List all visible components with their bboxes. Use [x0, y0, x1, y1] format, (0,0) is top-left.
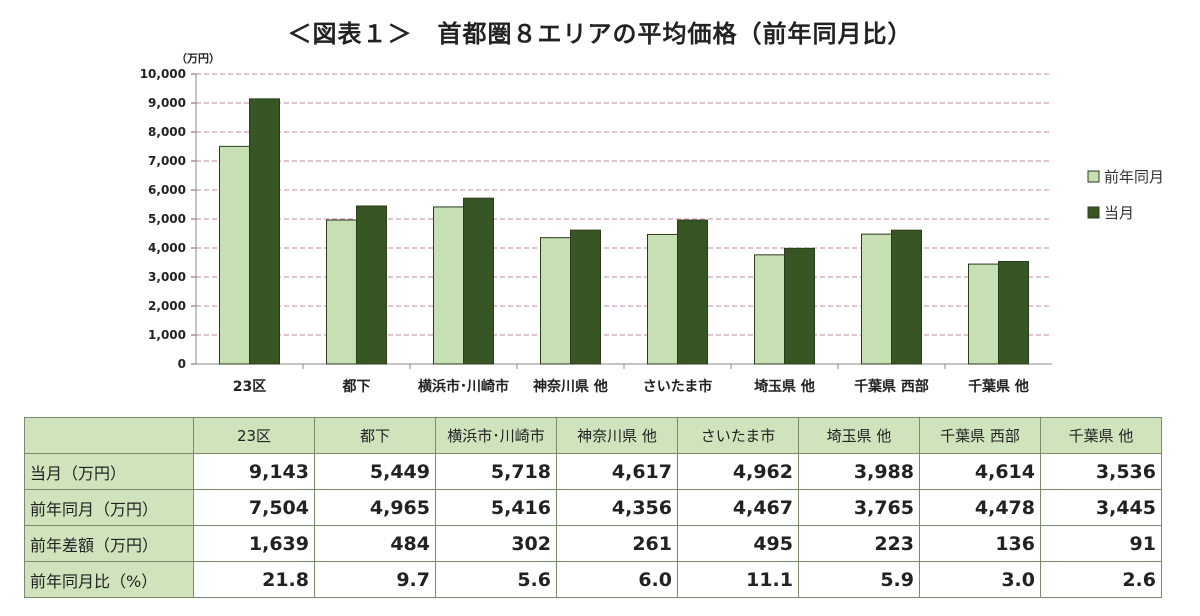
- table-body: 当月（万円） 9,143 5,449 5,718 4,617 4,962 3,988 4,61…: [24, 453, 1162, 598]
- x-tick-label: 23区: [233, 379, 266, 395]
- chart-title: ＜図表１＞ 首都圏８エリアの平均価格（前年同月比）: [287, 20, 913, 48]
- table-cell: 3,765: [798, 489, 920, 526]
- y-tick-label: 10,000: [140, 67, 186, 81]
- table-cell: 21.8: [193, 561, 315, 598]
- table-row: 前年同月比（%） 21.8 9.7 5.6 6.0 11.1 5.9 3.0 2.6: [24, 561, 1162, 598]
- legend-swatch: [1087, 170, 1100, 183]
- bar: [433, 206, 464, 365]
- table-corner-cell: [24, 417, 194, 454]
- y-unit-label: （万円）: [176, 52, 220, 65]
- table-row: 当月（万円） 9,143 5,449 5,718 4,617 4,962 3,988 4,61…: [24, 453, 1162, 490]
- x-tick-label: さいたま市: [643, 378, 713, 395]
- table-cell: 223: [798, 525, 920, 562]
- table-cell: 5,416: [435, 489, 557, 526]
- table-row-label: 前年同月比（%）: [24, 561, 194, 598]
- table-cell: 5,449: [314, 453, 436, 490]
- table-header-row: 23区 都下 横浜市･川崎市 神奈川県 他さいたま市 埼玉県 他千葉県 西部 千葉県 他: [24, 417, 1162, 454]
- table-cell: 136: [919, 525, 1041, 562]
- y-tick-label: 2,000: [148, 299, 186, 313]
- x-tick-label: 埼玉県 他: [754, 378, 815, 395]
- bar: [968, 263, 999, 365]
- table-header-cell: 神奈川県 他: [556, 417, 678, 454]
- y-tick-label: 8,000: [148, 125, 186, 139]
- table-header-cell: 千葉県 他: [1040, 417, 1162, 454]
- bar: [677, 219, 708, 365]
- table-header-cell: 都下: [314, 417, 436, 454]
- table-header-cell: 埼玉県 他: [798, 417, 920, 454]
- table-cell: 5.9: [798, 561, 920, 598]
- table-cell: 4,617: [556, 453, 678, 490]
- legend-swatch: [1087, 206, 1100, 219]
- data-table: 23区 都下 横浜市･川崎市 神奈川県 他さいたま市 埼玉県 他千葉県 西部 千葉県 他 …: [24, 417, 1162, 598]
- y-tick-label: 1,000: [148, 328, 186, 342]
- table-cell: 4,467: [677, 489, 799, 526]
- bar: [754, 254, 785, 365]
- table-cell: 5,718: [435, 453, 557, 490]
- table-cell: 495: [677, 525, 799, 562]
- table-cell: 11.1: [677, 561, 799, 598]
- x-tick-label: 千葉県 他: [968, 378, 1029, 395]
- table-cell: 261: [556, 525, 678, 562]
- bar: [540, 237, 571, 365]
- bar: [463, 197, 494, 365]
- table-header-cell: さいたま市: [677, 417, 799, 454]
- x-tick-label: 横浜市･川崎市: [418, 378, 509, 395]
- table-cell: 3,445: [1040, 489, 1162, 526]
- table-cell: 2.6: [1040, 561, 1162, 598]
- y-tick-label: 4,000: [148, 241, 186, 255]
- table-cell: 3.0: [919, 561, 1041, 598]
- x-tick-label: 都下: [342, 379, 371, 395]
- table-cell: 9.7: [314, 561, 436, 598]
- table-cell: 7,504: [193, 489, 315, 526]
- bar: [784, 247, 815, 365]
- x-tick-label: 千葉県 西部: [854, 378, 929, 395]
- table-cell: 4,478: [919, 489, 1041, 526]
- y-tick-label: 9,000: [148, 96, 186, 110]
- legend-label: 当月: [1104, 204, 1134, 222]
- table-cell: 4,965: [314, 489, 436, 526]
- y-tick-label: 3,000: [148, 270, 186, 284]
- table-cell: 5.6: [435, 561, 557, 598]
- bar: [861, 233, 892, 365]
- bar-chart: （万円） 0 1,000 2,000 3,000 4,000 5,000 6,000 7,000…: [140, 52, 1164, 395]
- table-cell: 302: [435, 525, 557, 562]
- bar: [326, 219, 357, 365]
- table-cell: 4,962: [677, 453, 799, 490]
- table-cell: 91: [1040, 525, 1162, 562]
- y-tick-label: 6,000: [148, 183, 186, 197]
- table-header-cell: 23区: [193, 417, 315, 454]
- table-cell: 3,536: [1040, 453, 1162, 490]
- x-tick-label: 神奈川県 他: [533, 378, 608, 395]
- table-row: 前年同月（万円） 7,504 4,965 5,416 4,356 4,467 3,765 4,…: [24, 489, 1162, 526]
- bar: [647, 233, 678, 365]
- table-cell: 4,356: [556, 489, 678, 526]
- bar: [570, 229, 601, 365]
- bar: [249, 98, 280, 365]
- table-cell: 484: [314, 525, 436, 562]
- table-cell: 6.0: [556, 561, 678, 598]
- y-tick-label: 0: [178, 357, 186, 371]
- table-header-cell: 千葉県 西部: [919, 417, 1041, 454]
- table-cell: 4,614: [919, 453, 1041, 490]
- bar: [998, 260, 1029, 365]
- table-row-label: 当月（万円）: [24, 453, 194, 490]
- table-row-label: 前年同月（万円）: [24, 489, 194, 526]
- bar: [356, 205, 387, 365]
- bar: [891, 229, 922, 365]
- legend-label: 前年同月: [1104, 168, 1164, 186]
- table-cell: 3,988: [798, 453, 920, 490]
- table-cell: 1,639: [193, 525, 315, 562]
- table-row: 前年差額（万円） 1,639 484 302 261 495 223 136 91: [24, 525, 1162, 562]
- table-row-label: 前年差額（万円）: [24, 525, 194, 562]
- y-tick-label: 5,000: [148, 212, 186, 226]
- table-cell: 9,143: [193, 453, 315, 490]
- table-header-cell: 横浜市･川崎市: [435, 417, 557, 454]
- bar: [219, 145, 250, 365]
- y-tick-label: 7,000: [148, 154, 186, 168]
